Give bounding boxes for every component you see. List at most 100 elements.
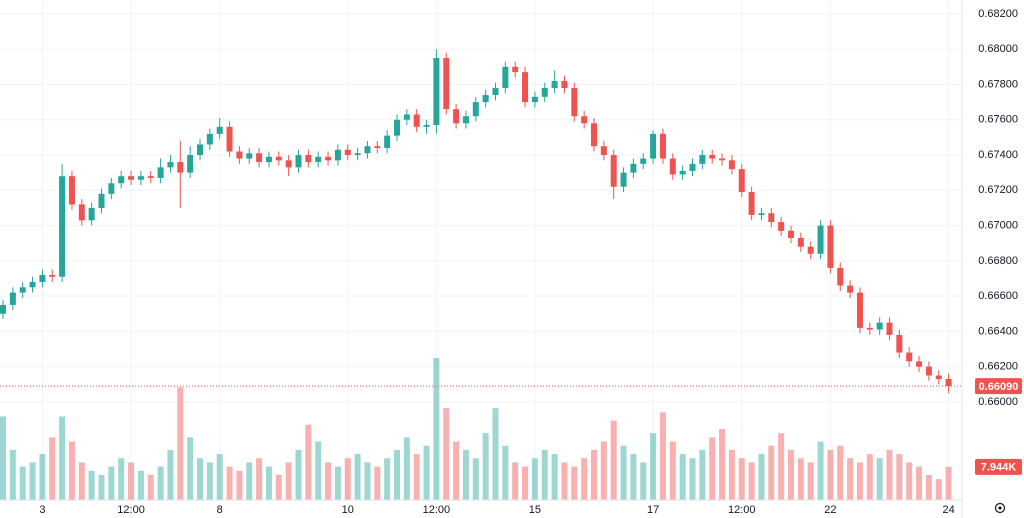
x-tick-label: 3 <box>39 504 45 516</box>
candle-body <box>699 155 706 164</box>
volume-bar <box>512 462 519 500</box>
candle-body <box>295 155 302 168</box>
candle-body <box>847 285 854 293</box>
x-tick-label: 24 <box>942 504 954 516</box>
candle-body <box>344 149 351 156</box>
volume-bar <box>29 462 36 500</box>
candle-body <box>571 88 578 117</box>
candle-body <box>778 222 785 231</box>
candle-body <box>620 172 627 187</box>
y-tick-label: 0.66800 <box>978 255 1018 267</box>
candle-body <box>827 225 834 268</box>
volume-bar <box>886 449 893 500</box>
candle-body <box>19 287 26 293</box>
candle-body <box>128 176 135 180</box>
candle-layer <box>0 49 952 394</box>
volume-bar <box>78 462 85 500</box>
volume-bar <box>768 445 775 500</box>
y-tick-label: 0.66000 <box>978 396 1018 408</box>
candle-body <box>709 155 716 159</box>
candle-body <box>49 274 56 277</box>
volume-bar <box>197 458 203 500</box>
volume-bar <box>157 466 164 500</box>
candle-body <box>78 204 85 221</box>
candle-body <box>935 375 942 380</box>
volume-bar <box>807 462 814 500</box>
x-tick-label: 8 <box>217 504 223 516</box>
candle-body <box>531 96 538 103</box>
volume-bar <box>916 466 923 500</box>
candle-body <box>423 125 430 127</box>
volume-bar <box>522 466 529 500</box>
volume-bar <box>817 441 824 500</box>
volume-bar <box>39 454 46 500</box>
candle-body <box>600 146 607 156</box>
candle-body <box>797 237 804 247</box>
volume-bar <box>462 449 469 500</box>
x-tick-label: 10 <box>342 504 354 516</box>
candle-body <box>384 135 391 148</box>
volume-bar <box>226 466 233 500</box>
candle-body <box>758 213 765 215</box>
candle-body <box>925 366 932 376</box>
y-tick-label: 0.67400 <box>978 149 1018 161</box>
candle-body <box>748 192 755 215</box>
candle-body <box>788 230 794 238</box>
last-price-label: 0.66090 <box>979 381 1019 393</box>
candle-body <box>226 126 233 152</box>
volume-bar <box>236 470 243 500</box>
volume-bar <box>305 424 312 500</box>
candle-body <box>728 160 735 170</box>
icon-ring <box>994 502 1006 514</box>
volume-bar <box>935 479 942 500</box>
candle-body <box>0 304 6 314</box>
volume-bar <box>108 466 115 500</box>
volume-bar <box>866 454 873 500</box>
candle-body <box>916 361 923 367</box>
candle-body <box>88 207 95 221</box>
candle-body <box>285 160 292 168</box>
settings-icon[interactable] <box>994 502 1006 514</box>
candle-body <box>551 80 558 89</box>
candle-body <box>453 109 460 124</box>
volume-bar <box>128 462 135 500</box>
candle-body <box>206 133 213 145</box>
candle-body <box>610 155 617 187</box>
volume-bar <box>620 445 627 500</box>
y-tick-label: 0.68200 <box>978 8 1018 20</box>
y-tick-label: 0.67600 <box>978 114 1018 126</box>
volume-bar <box>699 449 706 500</box>
volume-bar <box>88 470 95 500</box>
candle-body <box>137 176 144 180</box>
candle-body <box>659 133 666 159</box>
volume-bar <box>325 462 332 500</box>
volume-bar <box>896 454 903 500</box>
volume-bar <box>778 433 785 500</box>
volume-bar <box>453 441 460 500</box>
candle-body <box>896 334 903 353</box>
x-tick-label: 22 <box>824 504 836 516</box>
volume-bar <box>561 462 568 500</box>
candle-body <box>807 246 814 254</box>
volume-bar <box>187 437 194 500</box>
volume-bar <box>551 454 558 500</box>
candle-body <box>945 379 952 387</box>
volume-bar <box>413 454 420 500</box>
volume-bar <box>315 441 322 500</box>
volume-bar <box>384 458 391 500</box>
volume-bar <box>719 429 726 500</box>
volume-bar <box>443 408 450 500</box>
candle-body <box>167 162 174 168</box>
volume-bar <box>98 474 105 500</box>
volume-bar <box>659 412 666 500</box>
volume-bar <box>945 466 952 500</box>
candle-body <box>876 322 883 330</box>
volume-bar <box>295 449 302 500</box>
volume-bar <box>581 458 588 500</box>
candle-body <box>364 146 371 154</box>
y-tick-label: 0.67800 <box>978 78 1018 90</box>
candle-body <box>108 183 115 194</box>
volume-bar <box>650 433 657 500</box>
volume-bar <box>265 466 272 500</box>
